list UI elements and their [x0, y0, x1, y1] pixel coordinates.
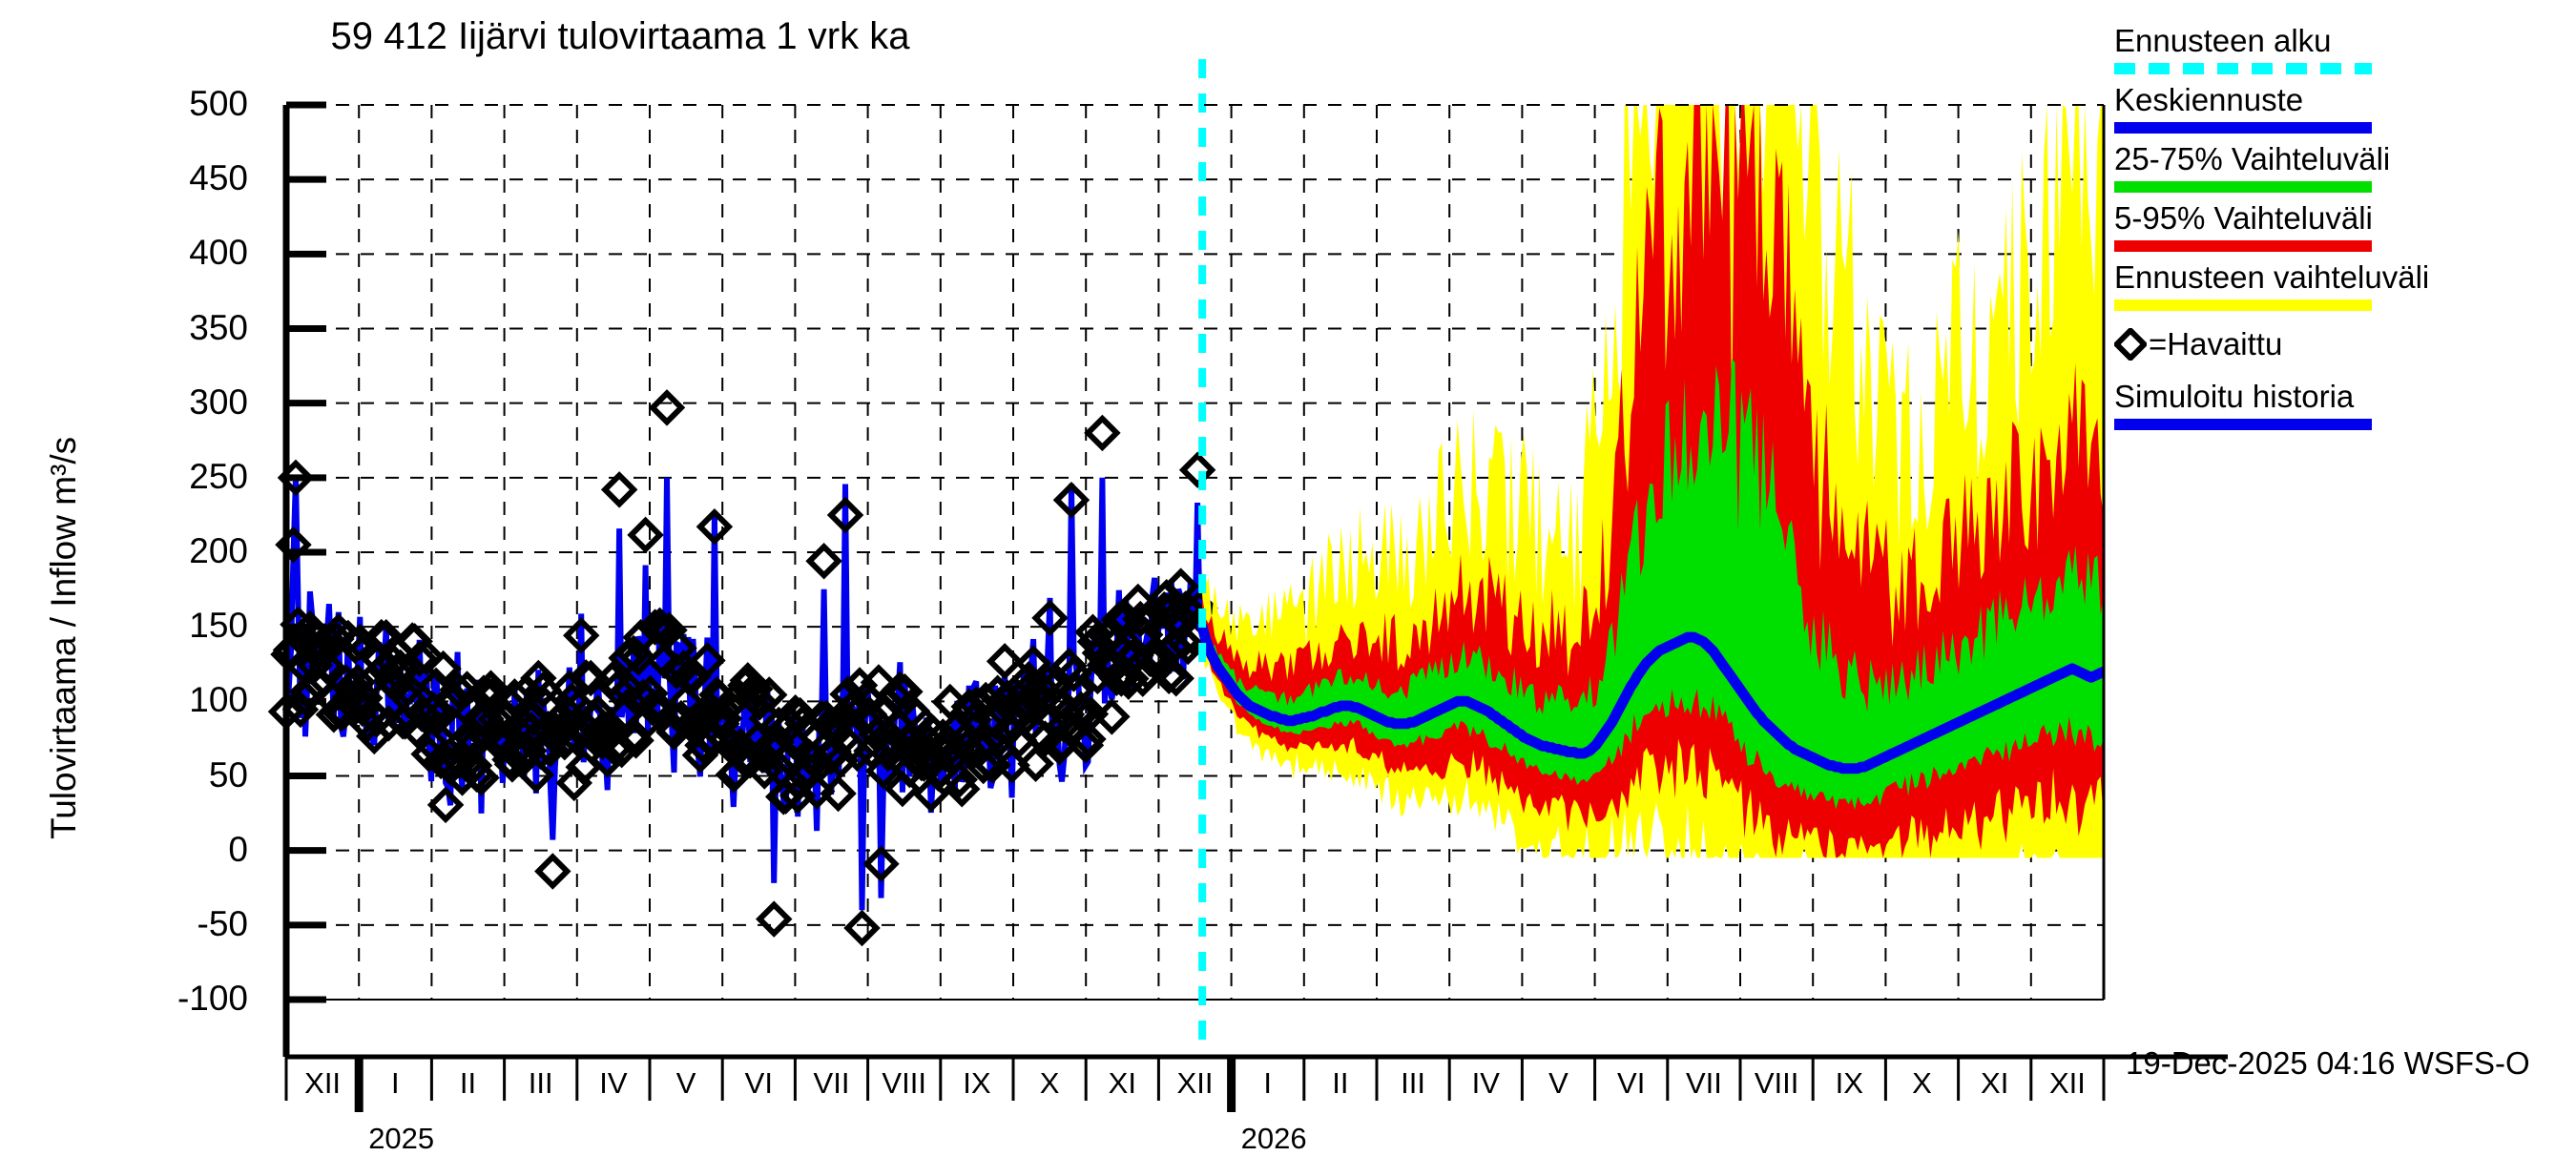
y-tick-label: -100	[177, 979, 248, 1018]
y-tick-label: 300	[189, 382, 248, 422]
legend-swatch-forecast-start	[2114, 63, 2372, 74]
legend-item-band-full: Ennusteen vaihteluväli	[2114, 258, 2563, 311]
x-tick-label: III	[528, 1066, 553, 1100]
y-tick-label: 100	[189, 680, 248, 720]
legend-swatch-band-25-75	[2114, 181, 2372, 193]
footer-timestamp: 19-Dec-2025 04:16 WSFS-O	[2126, 1045, 2530, 1081]
x-tick-label: III	[1401, 1066, 1426, 1100]
legend-item-band-5-95: 5-95% Vaihteluväli	[2114, 198, 2563, 252]
y-tick-label: 200	[189, 531, 248, 570]
x-tick-label: VI	[1617, 1066, 1646, 1100]
legend-label-band-25-75: 25-75% Vaihteluväli	[2114, 141, 2391, 176]
x-tick-label: X	[1039, 1066, 1060, 1100]
y-tick-label: 450	[189, 158, 248, 198]
x-tick-label: XII	[304, 1066, 342, 1100]
x-tick-label: VIII	[882, 1066, 926, 1100]
x-tick-label: VIII	[1754, 1066, 1799, 1100]
x-tick-label: X	[1912, 1066, 1932, 1100]
legend-label-median: Keskiennuste	[2114, 82, 2304, 117]
x-tick-label: VII	[813, 1066, 850, 1100]
x-tick-label: IV	[599, 1066, 628, 1100]
x-tick-label: V	[1548, 1066, 1568, 1100]
x-tick-label: IX	[1835, 1066, 1863, 1100]
page-title: 59 412 Iijärvi tulovirtaama 1 vrk ka	[330, 15, 910, 57]
x-tick-label: XII	[1176, 1066, 1214, 1100]
x-tick-label: XII	[2048, 1066, 2086, 1100]
x-tick-label: XI	[1108, 1066, 1136, 1100]
x-tick-label: VII	[1685, 1066, 1722, 1100]
x-tick-label: II	[1332, 1066, 1349, 1100]
legend-label-observed: =Havaittu	[2149, 326, 2283, 361]
x-axis-year-label: 2025	[368, 1122, 435, 1155]
legend-swatch-band-full	[2114, 299, 2372, 311]
chart-legend: Ennusteen alku Keskiennuste 25-75% Vaiht…	[2114, 21, 2563, 436]
x-axis-year-label: 2026	[1240, 1122, 1307, 1155]
x-tick-label: V	[675, 1066, 696, 1100]
legend-swatch-median	[2114, 122, 2372, 134]
legend-item-forecast-start: Ennusteen alku	[2114, 21, 2563, 74]
y-tick-label: 500	[189, 84, 248, 123]
legend-label-band-full: Ennusteen vaihteluväli	[2114, 259, 2430, 295]
x-tick-label: I	[390, 1066, 400, 1100]
legend-item-observed: =Havaittu	[2114, 324, 2563, 363]
x-tick-label: IX	[963, 1066, 991, 1100]
x-tick-label: IV	[1471, 1066, 1500, 1100]
y-tick-label: 250	[189, 456, 248, 496]
legend-item-simulated-history: Simuloitu historia	[2114, 377, 2563, 430]
x-tick-label: I	[1263, 1066, 1272, 1100]
legend-item-band-25-75: 25-75% Vaihteluväli	[2114, 139, 2563, 193]
legend-swatch-band-5-95	[2114, 240, 2372, 252]
y-tick-label: 0	[228, 829, 248, 869]
x-tick-label: II	[459, 1066, 477, 1100]
legend-item-median: Keskiennuste	[2114, 80, 2563, 134]
legend-swatch-simulated-history	[2114, 419, 2372, 430]
legend-label-forecast-start: Ennusteen alku	[2114, 23, 2332, 58]
y-tick-label: 400	[189, 233, 248, 273]
legend-label-band-5-95: 5-95% Vaihteluväli	[2114, 200, 2373, 236]
x-tick-label: VI	[744, 1066, 773, 1100]
x-tick-label: XI	[1981, 1066, 2009, 1100]
y-tick-label: 350	[189, 307, 248, 347]
y-tick-label: -50	[197, 903, 248, 943]
diamond-icon	[2114, 327, 2147, 361]
legend-label-simulated-history: Simuloitu historia	[2114, 379, 2355, 414]
y-tick-label: 150	[189, 606, 248, 646]
y-tick-label: 50	[208, 754, 248, 795]
